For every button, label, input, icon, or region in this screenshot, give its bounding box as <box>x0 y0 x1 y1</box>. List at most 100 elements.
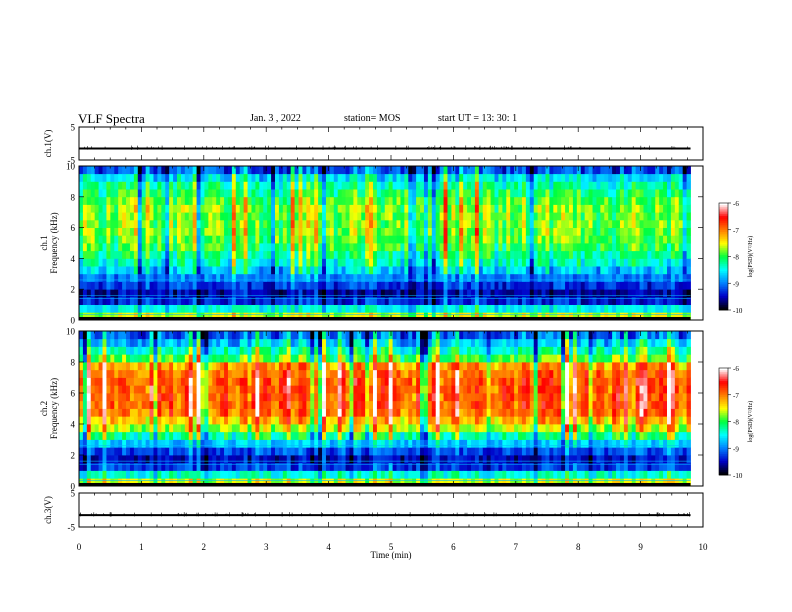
spectrogram-cell <box>471 189 476 198</box>
spectrogram-cell <box>239 304 245 313</box>
spectrogram-cell <box>572 235 578 244</box>
spectrogram-cell <box>408 439 413 448</box>
spectrogram-cell <box>667 189 672 198</box>
spectrogram-cell <box>373 281 378 290</box>
spectrogram-cell <box>318 393 323 402</box>
spectrogram-cell <box>518 219 523 228</box>
spectrogram-cell <box>220 204 225 213</box>
spectrogram-cell <box>114 173 119 182</box>
spectrogram-cell <box>529 235 535 244</box>
spectrogram-cell <box>278 369 284 378</box>
spectrogram-cell <box>655 258 660 267</box>
spectrogram-cell <box>90 189 96 198</box>
spectrogram-cell <box>486 281 491 290</box>
spectrogram-cell <box>145 312 150 321</box>
spectrogram-cell <box>294 304 299 313</box>
spectrogram-cell <box>639 212 644 221</box>
spectrogram-cell <box>663 243 668 252</box>
spectrogram-cell <box>145 416 150 425</box>
spectrogram-cell <box>98 281 103 290</box>
spectrogram-cell <box>239 173 245 182</box>
spectrogram-cell <box>325 354 331 363</box>
spectrogram-cell <box>298 331 303 340</box>
spectrogram-cell <box>173 212 178 221</box>
spectrogram-cell <box>349 235 354 244</box>
spectrogram-cell <box>373 470 378 479</box>
spectrogram-cell <box>376 173 382 182</box>
spectrogram-cell <box>149 362 154 371</box>
spectrogram-cell <box>122 173 127 182</box>
spectrogram-cell <box>86 431 92 440</box>
spectrogram-cell <box>184 304 190 313</box>
spectrogram-cell <box>161 181 166 190</box>
spectrogram-cell <box>286 243 292 252</box>
spectrogram-cell <box>79 416 84 425</box>
spectrogram-cell <box>118 243 123 252</box>
spectrogram-cell <box>255 416 260 425</box>
spectrogram-cell <box>670 281 676 290</box>
spectrogram-cell <box>278 258 284 267</box>
spectrogram-cell <box>584 296 589 305</box>
spectrogram-cell <box>373 243 378 252</box>
spectrogram-cell <box>427 250 433 259</box>
spectrogram-cell <box>282 312 288 321</box>
spectrogram-cell <box>682 196 687 205</box>
spectrogram-cell <box>153 462 158 471</box>
spectrogram-cell <box>341 478 346 487</box>
spectrogram-cell <box>251 250 256 259</box>
spectrogram-cell <box>126 204 131 213</box>
spectrogram-cell <box>220 416 225 425</box>
spectrogram-cell <box>392 173 397 182</box>
spectrogram-cell <box>310 431 315 440</box>
spectrogram-cell <box>239 312 245 321</box>
spectrogram-cell <box>388 377 393 386</box>
spectrogram-cell <box>333 470 339 479</box>
spectrogram-cell <box>286 273 292 282</box>
spectrogram-cell <box>565 243 570 252</box>
spectrogram-cell <box>651 173 656 182</box>
spectrogram-cell <box>216 273 221 282</box>
spectrogram-cell <box>259 447 264 456</box>
spectrogram-cell <box>322 408 327 417</box>
spectrogram-cell <box>278 416 284 425</box>
spectrogram-cell <box>263 258 268 267</box>
spectrogram-cell <box>612 166 617 175</box>
spectrogram-cell <box>659 212 664 221</box>
spectrogram-cell <box>525 196 531 205</box>
spectrogram-cell <box>345 393 350 402</box>
spectrogram-cell <box>243 431 248 440</box>
spectrogram-cell <box>369 189 374 198</box>
spectrogram-cell <box>349 250 354 259</box>
spectrogram-cell <box>126 424 131 433</box>
spectrogram-cell <box>584 212 589 221</box>
spectrogram-cell <box>98 377 103 386</box>
spectrogram-cell <box>247 439 252 448</box>
spectrogram-cell <box>388 235 393 244</box>
spectrogram-cell <box>525 204 531 213</box>
spectrogram-cell <box>271 204 276 213</box>
spectrogram-cell <box>224 304 229 313</box>
spectrogram-cell <box>133 354 139 363</box>
spectrogram-cell <box>126 431 131 440</box>
spectrogram-cell <box>408 212 413 221</box>
spectrogram-cell <box>157 400 162 409</box>
spectrogram-cell <box>122 227 127 236</box>
spectrogram-cell <box>557 281 562 290</box>
spectrogram-cell <box>200 455 205 464</box>
spectrogram-cell <box>196 181 201 190</box>
spectrogram-cell <box>349 447 354 456</box>
spectrogram-cell <box>239 243 245 252</box>
spectrogram-cell <box>329 235 335 244</box>
spectrogram-cell <box>380 219 386 228</box>
spectrogram-cell <box>384 227 390 236</box>
spectrogram-cell <box>86 478 92 487</box>
spectrogram-cell <box>365 258 370 267</box>
spectrogram-cell <box>682 243 687 252</box>
spectrogram-cell <box>651 273 656 282</box>
spectrogram-cell <box>310 235 315 244</box>
spectrogram-cell <box>643 166 648 175</box>
spectrogram-cell <box>286 250 292 259</box>
spectrogram-cell <box>255 400 260 409</box>
spectrogram-cell <box>157 304 162 313</box>
spectrogram-cell <box>184 354 190 363</box>
